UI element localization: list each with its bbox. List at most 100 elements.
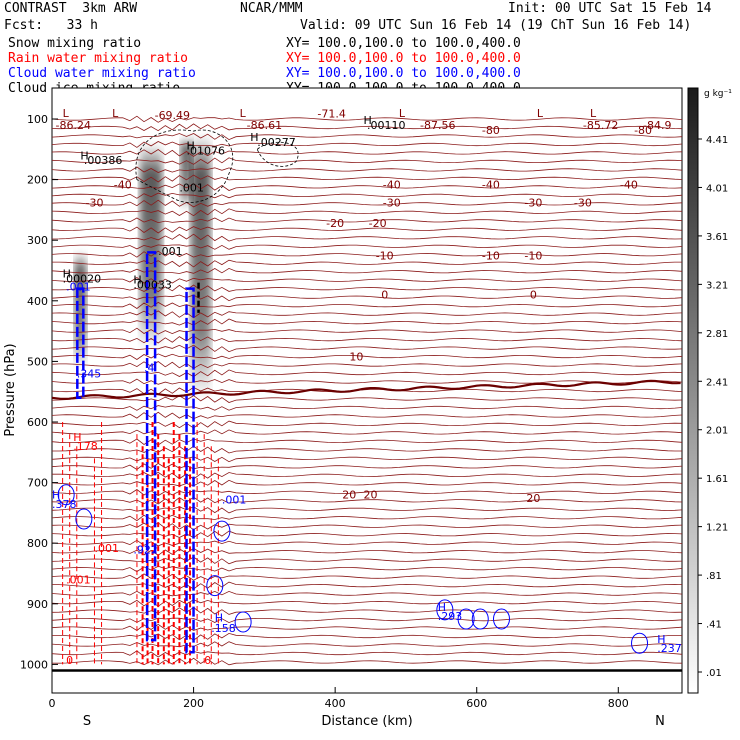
model-title: CONTRAST 3km ARW [4,1,138,16]
field-label-cloud-water: Cloud water mixing ratio [8,66,196,81]
y-tick-label: 400 [27,295,48,308]
snow-plume-2 [190,134,211,398]
extrema-label: L [537,107,544,120]
isotherm-line [51,226,683,234]
isotherm-line [51,489,683,497]
isotherm-line [51,244,683,250]
temperature-isotherms [51,115,683,666]
isotherm-line [51,217,683,224]
isotherm-line [51,547,683,556]
extrema-label: .001 [94,542,119,555]
colorbar-tick-label: 2.41 [706,377,728,388]
isotherm-line [51,657,683,666]
colorbar-ticks: 4.41 4.01 3.61 3.21 2.81 2.41 2.01 1.61 1.21 .81.… [698,135,728,679]
isotherm-line [51,405,683,411]
isotherm-line [51,183,683,191]
forecast-hour: Fcst: 33 h [4,18,98,33]
temperature-label: -80 [482,124,500,137]
y-tick-label: 900 [27,598,48,611]
y-tick-label: 300 [27,234,48,247]
snow-plume-3 [180,137,193,210]
extrema-label: H [133,274,141,287]
temperature-label: -10 [376,249,394,262]
isotherm-line [51,115,683,123]
isotherm-line [51,157,683,165]
extrema-label: H [438,601,446,614]
extrema-label: .00277 [257,136,296,149]
cloud-water-cell [75,508,93,530]
isotherm-line [51,581,683,590]
y-axis-label: Pressure (hPa) [3,343,18,436]
isotherm-line [51,565,683,573]
x-tick-label: 200 [183,697,204,710]
extrema-label: H [73,431,81,444]
extrema-label: .00020 [63,272,102,285]
temperature-label: -40 [114,178,132,191]
isotherm-line [51,522,683,531]
temperature-label: -10 [482,249,500,262]
isotherm-line [52,259,682,268]
temperature-label: 10 [349,351,363,364]
y-tick-label: 700 [27,477,48,490]
colorbar-tick-label: 1.21 [706,523,728,534]
extrema-label: H [52,489,60,502]
cloud-water-cell [234,611,252,633]
isotherm-line [51,514,683,522]
isotherm-line [51,420,683,429]
valid-time: Valid: 09 UTC Sun 16 Feb 14 (19 ChT Sun … [300,18,692,33]
temperature-label: 20 [526,492,540,505]
isotherm-line [51,318,683,326]
isotherm-line [51,344,683,353]
isotherm-line [51,556,683,565]
x-tick-label: 0 [49,697,56,710]
temperature-label: -30 [524,197,542,210]
temperature-label: -30 [85,197,103,210]
isotherm-line [51,539,683,547]
cloud-water-cell [492,608,510,630]
cloud-water-cell [57,484,75,506]
temperature-label: -80 [634,124,652,137]
temperature-label: -84.9 [643,119,671,132]
cloud-water-cell [471,608,489,630]
colorbar [687,87,699,694]
isotherm-line [51,641,683,648]
isotherm-line [51,479,683,487]
isotherm-line [51,166,683,173]
isotherm-line [52,632,682,641]
isotherm-line [51,233,683,242]
isotherm-line [51,199,683,208]
x-axis-left-end-label: S [83,714,91,729]
temperature-label: -30 [574,197,592,210]
extrema-label: H [657,633,665,646]
colorbar-tick-label: .81 [706,571,722,582]
isotherm-line [51,395,683,403]
extrema-label: H [215,612,223,625]
x-tick-label: 400 [325,697,346,710]
y-tick-label: 600 [27,416,48,429]
colorbar-tick-label: 3.21 [706,280,728,291]
y-tick-label: 100 [27,113,48,126]
isotherm-line [51,133,683,141]
cloud-ice-contour [135,129,234,203]
extrema-label: .237 [657,642,682,655]
extrema-label: H [363,114,371,127]
extrema-label: .158 [211,622,236,635]
cloud-water-contours [57,251,649,654]
temperature-label: -20 [369,217,387,230]
cloud-water-cell [206,575,224,597]
isotherm-line [51,378,683,385]
temperature-label: 0 [530,289,537,302]
isotherm-line [51,496,683,505]
extrema-labels: L L L L L LH.00110H.00277H.01076H.00386.001H.… [52,107,682,667]
isotherm-line [51,411,683,420]
isotherm-line [51,471,683,480]
extrema-label: .00110 [367,119,406,132]
isotherm-line [51,506,683,514]
temperature-label: -40 [482,178,500,191]
cloud-water-cell [436,599,454,621]
isotherm-line [51,456,683,463]
isotherm-line [51,369,683,378]
temperature-label: 20 [342,489,356,502]
isotherm-line [51,192,683,199]
extrema-label: L [63,107,70,120]
